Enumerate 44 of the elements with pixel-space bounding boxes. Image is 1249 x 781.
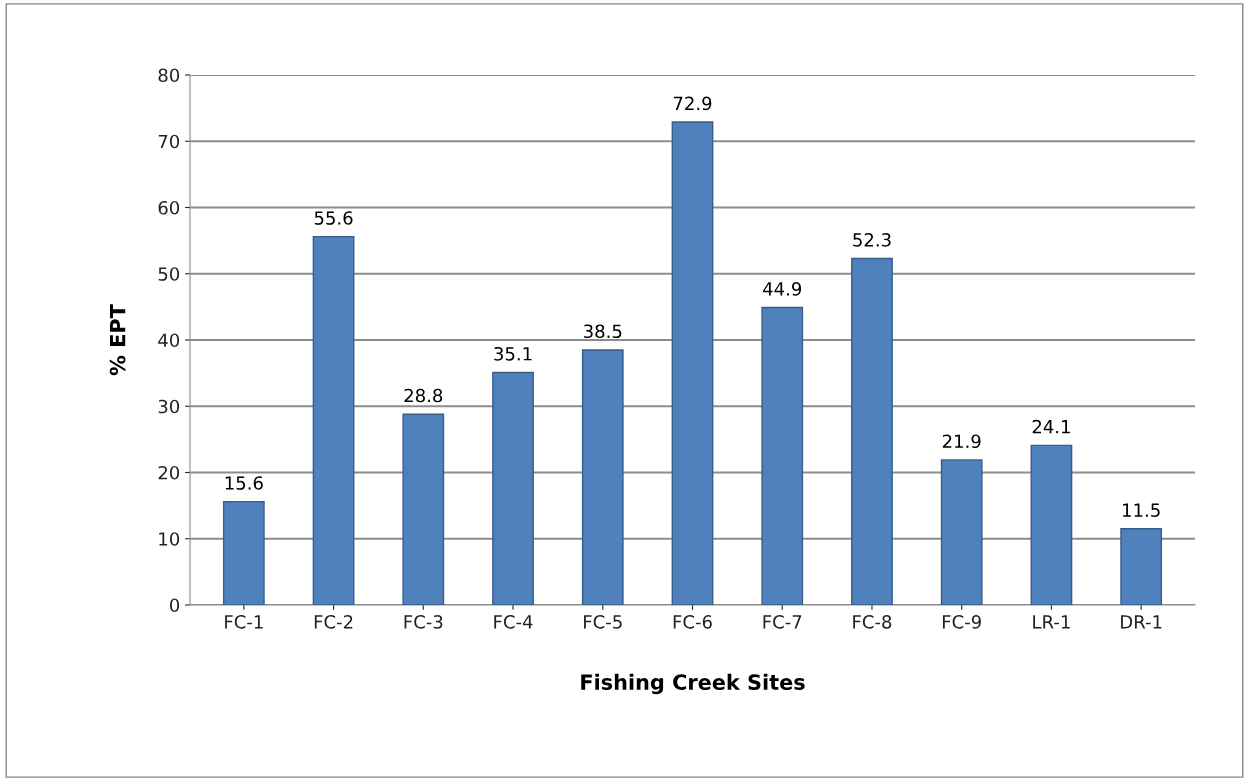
y-tick-label: 0 bbox=[169, 598, 180, 613]
data-label: 35.1 bbox=[494, 346, 532, 361]
x-tick-label: FC-9 bbox=[942, 615, 981, 629]
y-tick-label: 20 bbox=[158, 465, 180, 480]
data-label: 15.6 bbox=[225, 476, 263, 490]
bar bbox=[402, 413, 445, 605]
x-axis-title: Fishing Creek Sites bbox=[581, 673, 805, 695]
bar bbox=[940, 459, 983, 605]
data-label: 21.9 bbox=[942, 434, 981, 449]
bar bbox=[671, 121, 714, 605]
x-tick-label: FC-2 bbox=[314, 615, 353, 629]
x-tick-label: FC-4 bbox=[494, 615, 533, 629]
y-tick-label: 40 bbox=[158, 333, 180, 348]
y-tick-label: 10 bbox=[159, 532, 180, 546]
bar bbox=[222, 500, 265, 605]
data-label: 38.5 bbox=[584, 324, 622, 339]
data-label: 72.9 bbox=[673, 96, 712, 111]
data-label: 52.3 bbox=[853, 233, 891, 247]
bar bbox=[312, 235, 355, 605]
y-tick-label: 30 bbox=[158, 399, 180, 414]
bar bbox=[492, 371, 534, 605]
x-tick-label: FC-7 bbox=[763, 615, 802, 629]
data-label: 24.1 bbox=[1032, 419, 1070, 434]
x-tick-label: FC-6 bbox=[673, 615, 712, 629]
bar bbox=[761, 306, 804, 605]
bar bbox=[581, 349, 624, 605]
y-tick-label: 60 bbox=[158, 200, 180, 215]
x-tick-label: FC-8 bbox=[853, 615, 892, 629]
x-tick-label: FC-5 bbox=[584, 615, 622, 629]
bar bbox=[851, 257, 893, 605]
y-tick-label: 50 bbox=[158, 267, 180, 281]
x-tick-label: DR-1 bbox=[1121, 615, 1162, 629]
x-tick-label: LR-1 bbox=[1033, 615, 1070, 629]
x-tick-label: FC-3 bbox=[404, 615, 443, 629]
x-tick-label: FC-1 bbox=[225, 615, 263, 629]
data-label: 28.8 bbox=[404, 388, 443, 403]
y-axis-title: % EPT bbox=[109, 304, 126, 376]
bar bbox=[1030, 444, 1073, 605]
bar bbox=[1120, 528, 1163, 605]
data-label: 44.9 bbox=[763, 282, 802, 296]
data-label: 55.6 bbox=[314, 211, 353, 225]
data-label: 11.5 bbox=[1123, 503, 1160, 517]
y-tick-label: 70 bbox=[158, 134, 180, 149]
y-tick-label: 80 bbox=[158, 68, 180, 83]
